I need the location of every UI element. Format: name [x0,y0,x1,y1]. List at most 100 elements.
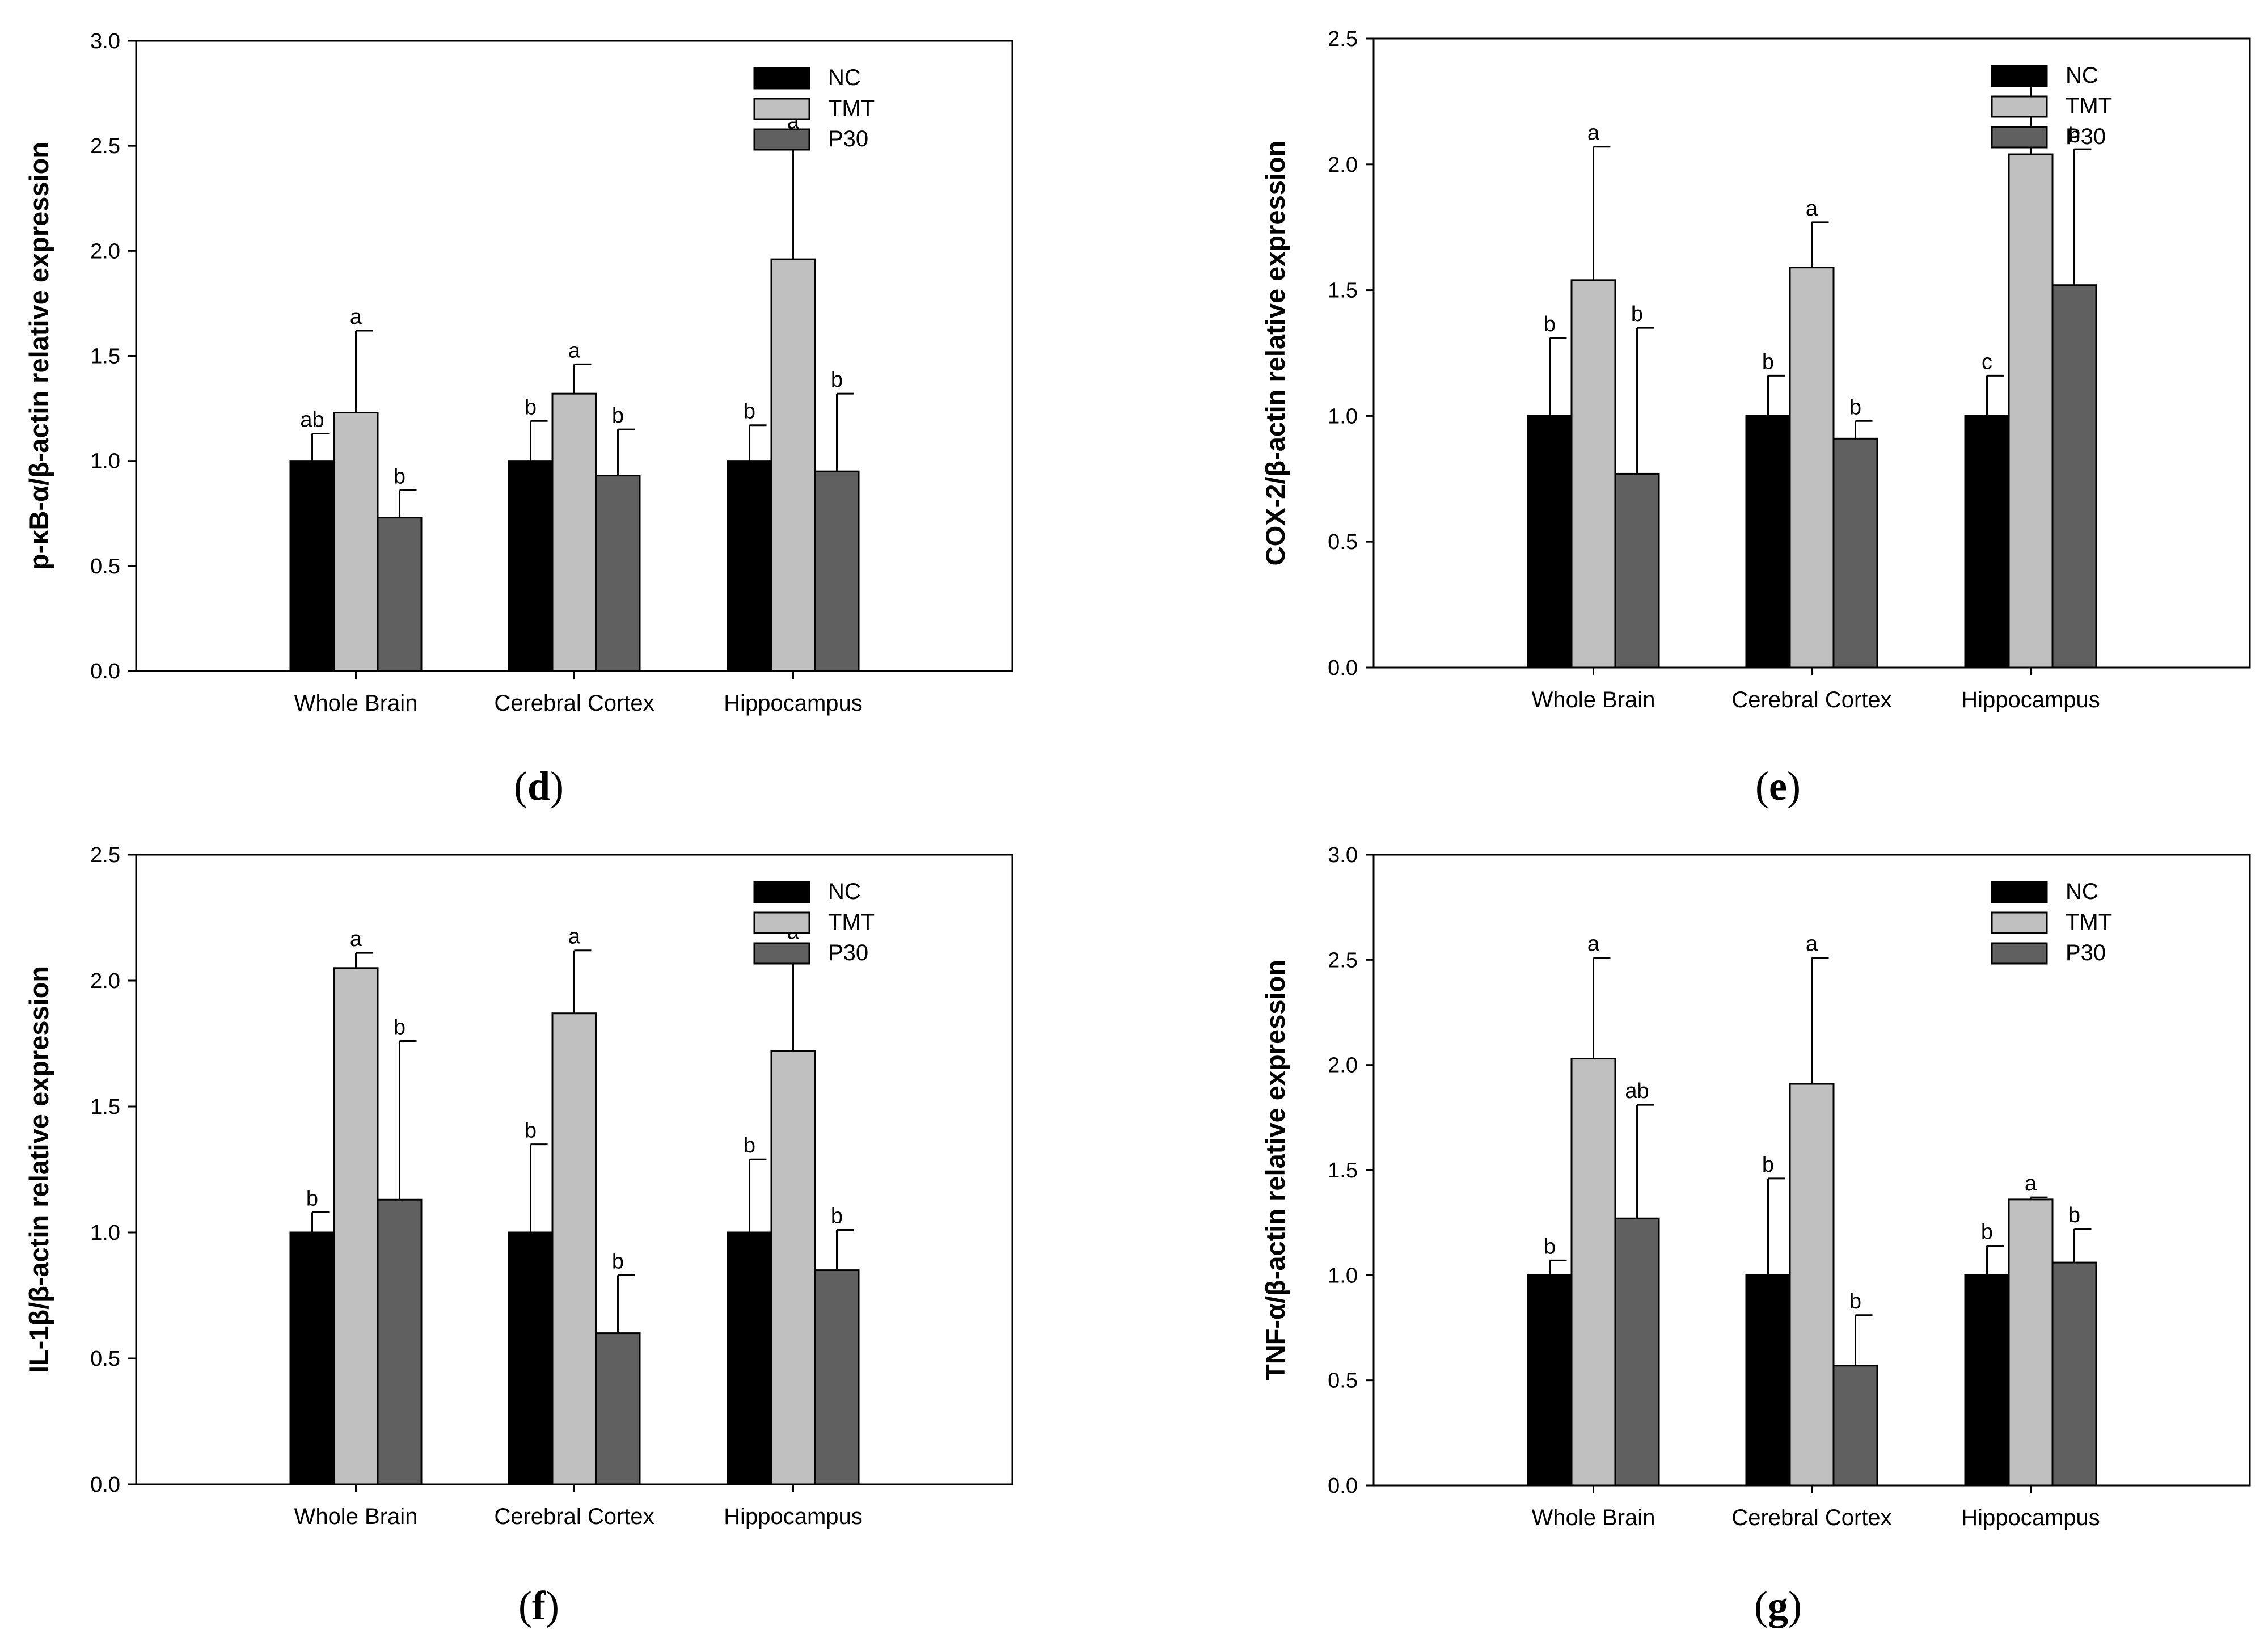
chart-panel-e: 0.0 0.5 1.0 1.5 2.0 2.5 COX-2/β-actin relative… [1260,27,2251,809]
bar-nc [1745,415,1791,669]
y-tick-label: 2.0 [90,239,120,263]
bar-nc [289,460,335,672]
significance-label: a [1587,932,1600,956]
y-tick-label: 0.5 [1328,530,1358,554]
legend-label: P30 [2066,940,2106,965]
significance-label: a [350,305,362,329]
bar-nc [508,1231,554,1485]
bar-p30 [1614,472,1660,669]
chart-panel-f: 0.0 0.5 1.0 1.5 2.0 2.5 IL-1β/β-actin relative… [24,843,1013,1628]
y-tick-label: 1.5 [90,1095,120,1119]
bar-tmt [1789,1083,1835,1487]
chart-panel-d: 0.0 0.5 1.0 1.5 2.0 2.5 3.0 p-κB-α/β-actin rela… [24,29,1013,809]
significance-label: b [394,1016,406,1040]
panel-caption: (g) [1754,1583,1802,1628]
y-tick-label: 2.0 [90,969,120,993]
x-tick-label: Cerebral Cortex [1731,687,1891,712]
legend-label: NC [2066,63,2098,88]
significance-label: b [1849,1290,1861,1314]
significance-label: b [1631,302,1643,326]
x-tick-label: Cerebral Cortex [494,691,654,716]
significance-label: b [831,1205,843,1228]
legend-swatch-nc [1991,65,2048,87]
y-tick-label: 2.5 [1328,27,1358,51]
x-tick-label: Whole Brain [294,1504,418,1529]
legend-label: NC [2066,879,2098,904]
bar-nc [1964,1274,2010,1487]
bar-p30 [377,517,423,672]
bar-p30 [2051,1261,2097,1487]
significance-label: ab [300,408,324,432]
bar-p30 [1614,1217,1660,1487]
panel-caption: (e) [1755,763,1801,809]
x-tick-label: Cerebral Cortex [494,1504,654,1529]
bar-p30 [2051,284,2097,669]
y-tick-label: 1.0 [1328,1264,1358,1287]
significance-label: b [1981,1220,1993,1244]
legend-label: NC [828,65,861,90]
legend-swatch-tmt [1991,911,2048,934]
significance-label: b [744,400,755,424]
bar-tmt [551,1012,597,1485]
y-tick-label: 1.0 [90,1221,120,1245]
y-tick-label: 3.0 [1328,843,1358,867]
x-tick-label: Whole Brain [294,691,418,716]
bar-tmt [1570,1058,1616,1487]
significance-label: b [612,1249,624,1273]
y-axis-label: TNF-α/β-actin relative expression [1260,960,1290,1380]
significance-label: b [2068,124,2080,147]
significance-label: a [568,925,581,949]
y-tick-label: 1.5 [90,345,120,369]
legend-swatch-tmt [753,98,810,120]
y-tick-label: 0.0 [90,660,120,683]
bar-nc [1964,415,2010,669]
bar-nc [727,1231,772,1485]
bar-p30 [814,470,860,672]
chart-panel-g: 0.0 0.5 1.0 1.5 2.0 2.5 3.0 TNF-α/β-actin relat… [1260,843,2251,1628]
y-tick-label: 1.5 [1328,1159,1358,1183]
legend-swatch-p30 [753,942,810,965]
significance-label: a [1587,121,1600,145]
significance-label: b [1762,1153,1774,1177]
y-tick-label: 0.0 [90,1473,120,1497]
significance-label: c [1982,350,1992,374]
bar-p30 [1832,437,1878,669]
significance-label: a [1806,197,1818,221]
y-tick-label: 0.0 [1328,1474,1358,1498]
bar-tmt [333,411,379,672]
bar-tmt [2008,153,2054,669]
legend-swatch-nc [1991,881,2048,903]
y-tick-label: 0.5 [90,555,120,579]
significance-label: b [612,404,624,428]
significance-label: ab [1625,1079,1649,1103]
bar-tmt [551,392,597,672]
x-tick-label: Cerebral Cortex [1731,1505,1891,1530]
bar-nc [508,460,554,672]
legend-label: P30 [828,126,868,151]
bar-tmt [770,1050,816,1485]
significance-label: b [394,465,406,489]
panel-caption: (f) [518,1583,559,1628]
legend-swatch-nc [753,67,810,90]
bar-p30 [377,1198,423,1485]
legend-label: TMT [828,910,875,935]
significance-label: a [2025,1172,2037,1196]
significance-label: b [2068,1204,2080,1227]
legend-label: NC [828,879,861,904]
y-axis-label: p-κB-α/β-actin relative expression [24,142,54,570]
x-tick-label: Hippocampus [1961,687,2100,712]
significance-label: b [744,1134,755,1158]
significance-label: b [525,1119,537,1143]
legend-swatch-p30 [1991,942,2048,965]
significance-label: a [350,927,362,951]
significance-label: a [568,339,581,362]
legend-swatch-tmt [1991,95,2048,118]
significance-label: b [1544,1235,1556,1259]
significance-label: b [1849,395,1861,419]
legend-label: P30 [2066,124,2106,149]
y-tick-label: 0.5 [90,1347,120,1371]
legend-swatch-p30 [1991,126,2048,149]
y-tick-label: 0.5 [1328,1369,1358,1393]
legend-swatch-p30 [753,128,810,151]
